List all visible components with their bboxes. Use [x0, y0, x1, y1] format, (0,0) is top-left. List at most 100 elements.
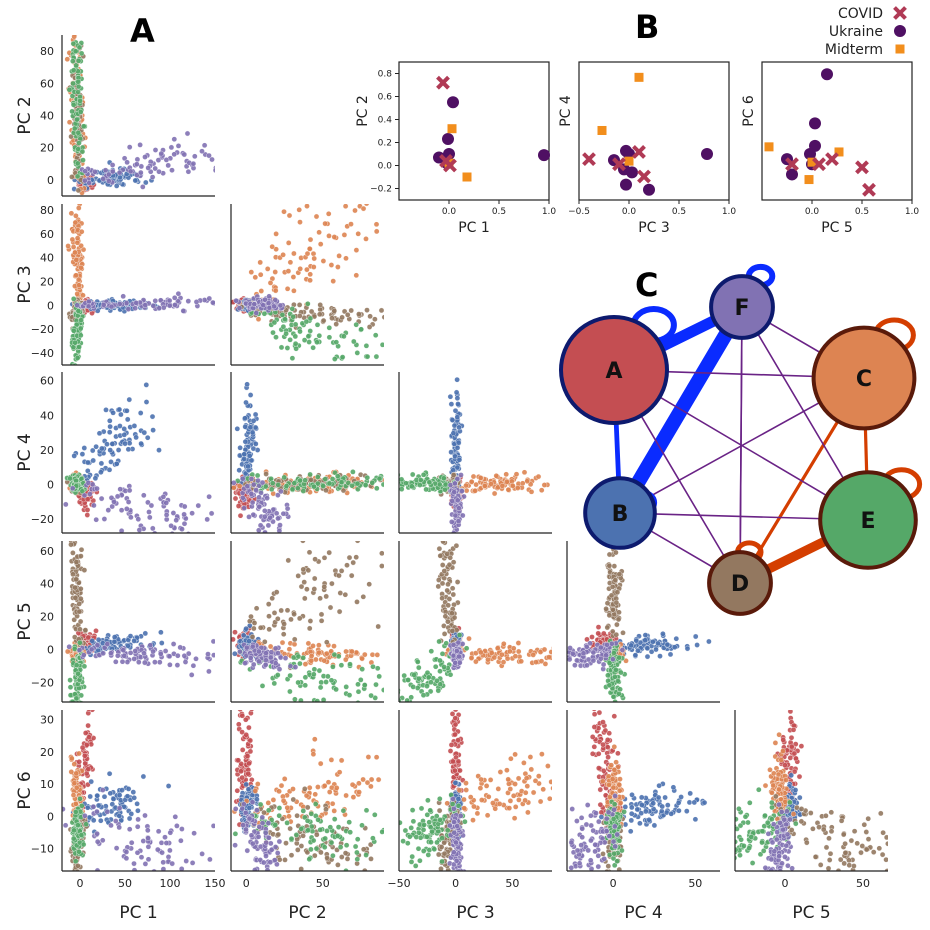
data-point-cluster-F: [158, 150, 165, 157]
data-point-cluster-D: [265, 601, 272, 607]
data-point-cluster-D: [446, 596, 453, 602]
data-point-cluster-C: [330, 278, 337, 284]
data-point-cluster-E: [271, 680, 278, 687]
data-point-cluster-E: [76, 14, 81, 19]
data-point-cluster-F: [142, 154, 148, 160]
data-point-cluster-C: [472, 487, 479, 494]
data-point-cluster-E: [329, 476, 336, 482]
data-point-cluster-B: [448, 401, 455, 407]
data-point-cluster-F: [106, 178, 112, 184]
data-point-cluster-F: [455, 534, 460, 539]
data-point-cluster-B: [132, 177, 139, 184]
data-point-cluster-E: [353, 321, 360, 328]
data-point-cluster-F: [141, 659, 148, 666]
data-point-cluster-E: [66, 86, 73, 93]
data-point-cluster-F: [265, 522, 272, 529]
data-point-cluster-F: [456, 653, 462, 660]
data-point-cluster-E: [78, 332, 84, 339]
data-point-cluster-E: [362, 482, 369, 488]
data-point-cluster-F: [139, 184, 146, 190]
data-point-cluster-E: [70, 80, 76, 87]
data-point-cluster-B: [93, 443, 99, 450]
data-point-cluster-D: [300, 566, 307, 573]
data-point-cluster-B: [240, 632, 247, 639]
data-point-cluster-E: [328, 371, 333, 376]
data-point-cluster-F: [69, 485, 76, 492]
data-point-cluster-F: [218, 304, 223, 309]
data-point-cluster-F: [455, 639, 462, 646]
data-point-cluster-E: [378, 370, 383, 375]
data-point-cluster-C: [504, 479, 510, 485]
data-point-cluster-B: [124, 416, 131, 423]
data-point-cluster-E: [316, 667, 323, 674]
data-point-cluster-F: [149, 174, 156, 180]
data-point-cluster-E: [77, 109, 84, 115]
data-point-cluster-F: [105, 507, 112, 513]
data-point-cluster-E: [300, 488, 307, 494]
data-point-cluster-E: [355, 700, 361, 702]
data-point-cluster-E: [76, 344, 82, 350]
data-point-cluster-D: [304, 586, 310, 593]
data-point-cluster-C: [500, 659, 507, 665]
data-point-cluster-D: [312, 556, 318, 563]
data-point-cluster-D: [337, 590, 344, 596]
data-point-cluster-E: [287, 688, 293, 695]
data-point-cluster-C: [69, 236, 76, 243]
data-point-cluster-E: [405, 677, 411, 683]
data-point-cluster-D: [435, 577, 442, 583]
data-point-cluster-E: [440, 475, 447, 482]
data-point-cluster-F: [266, 293, 272, 300]
data-point-cluster-E: [75, 129, 82, 136]
data-point-cluster-D: [447, 535, 452, 540]
data-point-cluster-D: [321, 584, 328, 590]
data-point-cluster-E: [381, 687, 384, 693]
data-point-cluster-E: [291, 706, 296, 711]
data-point-cluster-D: [354, 599, 360, 605]
data-point-cluster-F: [206, 152, 212, 159]
data-point-cluster-E: [439, 651, 446, 657]
data-point-cluster-C: [286, 646, 293, 653]
data-point-cluster-D: [329, 315, 335, 322]
data-point-cluster-C: [528, 488, 535, 495]
data-point-cluster-D: [278, 607, 285, 614]
data-point-cluster-F: [120, 293, 126, 300]
data-point-cluster-F: [111, 499, 117, 505]
data-point-cluster-F: [455, 518, 462, 525]
data-point-cluster-F: [195, 502, 202, 509]
data-point-cluster-F: [185, 168, 192, 175]
data-point-cluster-D: [274, 616, 281, 622]
data-point-cluster-D: [251, 620, 258, 626]
data-point-cluster-C: [399, 249, 404, 254]
data-point-cluster-F: [273, 510, 280, 517]
data-point-cluster-F: [279, 534, 284, 539]
data-point-cluster-E: [376, 475, 383, 482]
data-point-cluster-D: [296, 615, 303, 622]
data-point-cluster-E: [357, 677, 364, 683]
data-point-cluster-F: [118, 507, 125, 514]
data-point-cluster-C: [374, 652, 381, 658]
data-point-cluster-F: [100, 650, 106, 657]
data-point-cluster-A: [93, 628, 99, 634]
data-point-cluster-D: [336, 572, 342, 579]
data-point-cluster-C: [307, 277, 313, 284]
data-point-cluster-D: [316, 311, 323, 318]
data-point-cluster-F: [250, 661, 257, 668]
data-point-cluster-C: [272, 287, 279, 294]
data-point-cluster-C: [307, 271, 314, 278]
data-point-cluster-E: [369, 479, 376, 486]
data-point-cluster-E: [311, 666, 318, 673]
data-point-cluster-E: [428, 648, 435, 655]
data-point-cluster-F: [127, 650, 134, 656]
data-point-cluster-F: [185, 298, 192, 304]
data-point-cluster-F: [137, 169, 144, 176]
data-point-cluster-D: [307, 618, 314, 624]
data-point-cluster-D: [257, 624, 264, 631]
data-point-cluster-C: [74, 18, 79, 23]
data-point-cluster-F: [227, 148, 232, 153]
data-point-cluster-C: [373, 221, 380, 228]
data-point-cluster-E: [297, 660, 303, 667]
data-point-cluster-E: [391, 472, 396, 477]
data-point-cluster-C: [373, 228, 380, 235]
data-point-cluster-C: [468, 655, 475, 661]
data-point-cluster-D: [445, 602, 452, 609]
